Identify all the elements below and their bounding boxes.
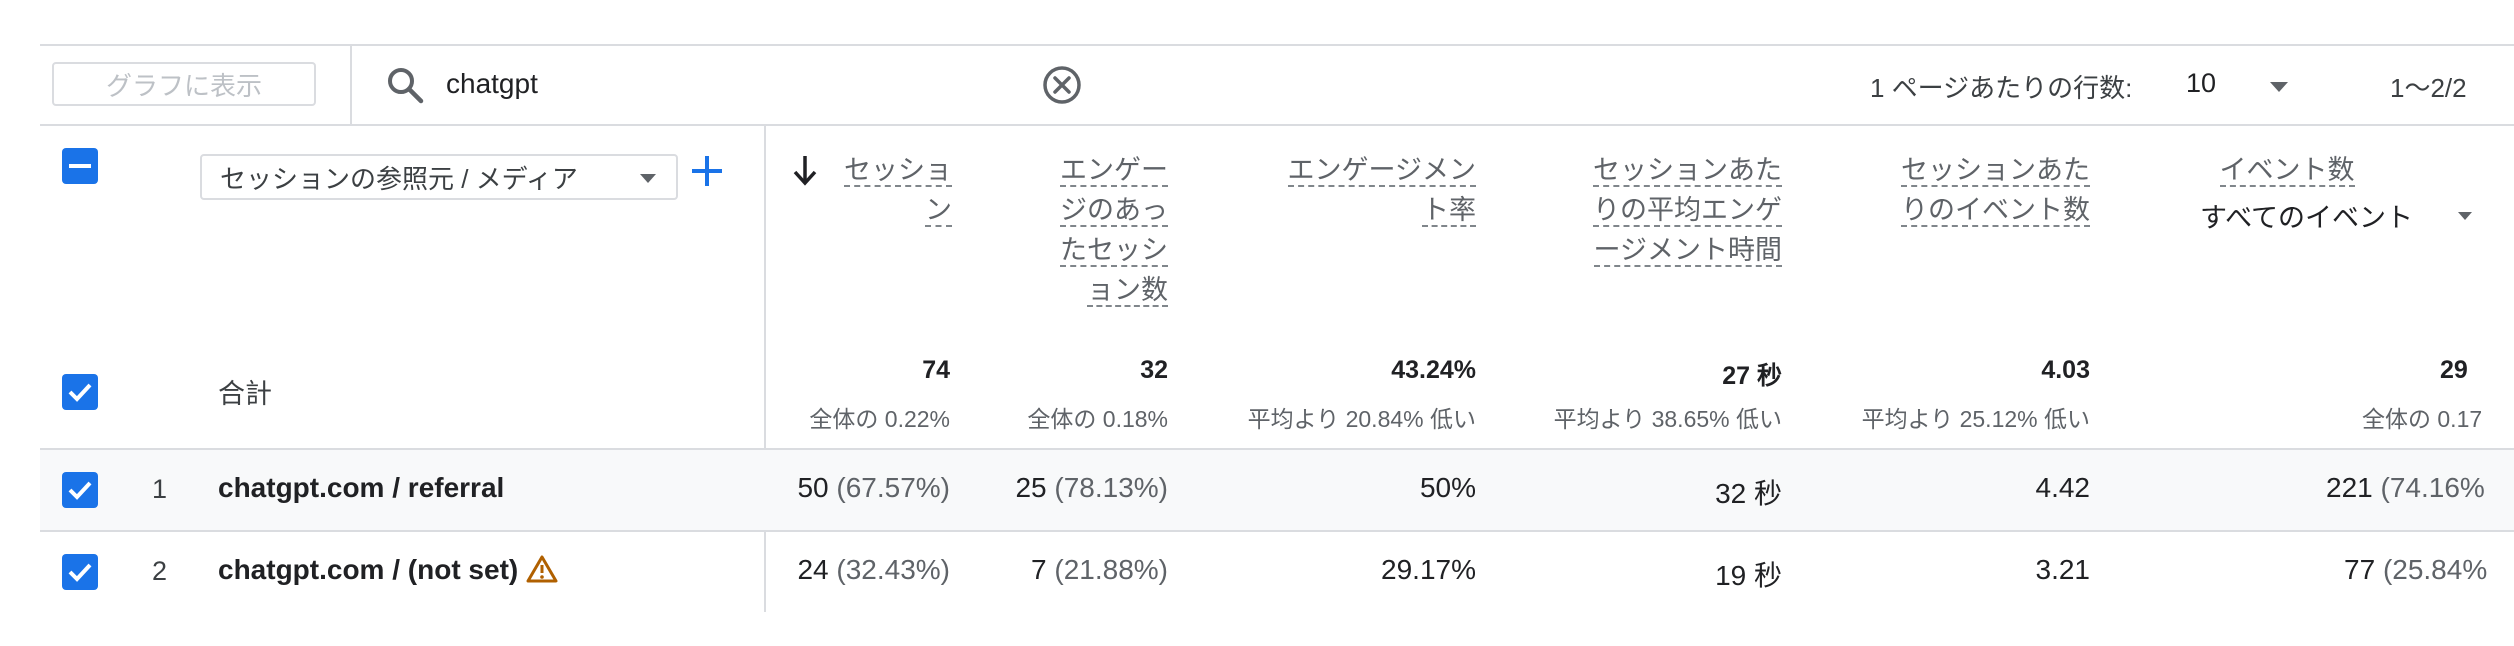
check-icon [68,563,92,582]
check-icon [68,383,92,402]
column-header-avg-engagement-time[interactable]: セッションあた りの平均エンゲ ージメント時間 [1593,155,1782,267]
header-divider [40,448,2514,450]
select-all-checkbox[interactable] [62,148,98,184]
toolbar-separator [350,46,352,124]
total-sessions: 74 [922,356,950,384]
row-2-events-per-session: 3.21 [2035,554,2091,585]
row-1-event-count: 221 (74.16% [2326,472,2485,503]
row-1-sessions: 50 (67.57%) [797,472,950,503]
row-2-sessions: 24 (32.43%) [797,554,950,585]
row-dimension-link[interactable]: chatgpt.com / referral [218,472,505,503]
search-input[interactable]: chatgpt [446,68,538,99]
chevron-down-icon [2270,82,2288,92]
clear-search-icon[interactable] [1041,64,1083,111]
totals-checkbox[interactable] [62,374,98,410]
total-avg-engagement-time-sub: 平均より 38.65% 低い [1553,406,1782,432]
total-events-per-session-sub: 平均より 25.12% 低い [1861,406,2090,432]
row-divider [40,530,2514,532]
total-sessions-sub: 全体の 0.22% [809,406,950,432]
total-avg-engagement-time: 27 秒 [1722,362,1782,390]
row-1-avg-engagement-time: 32 秒 [1715,478,1782,509]
column-header-engaged-sessions[interactable]: エンゲー ジのあっ たセッシ ョン数 [1060,155,1168,307]
dimension-column-divider [764,126,766,612]
total-engagement-rate: 43.24% [1391,356,1476,384]
totals-label: 合計 [218,379,272,409]
dimension-select-label: セッションの参照元 / メディア [220,163,578,194]
search-icon [384,64,426,111]
row-2-checkbox[interactable] [62,554,98,590]
row-2-event-count: 77 (25.84% [2344,554,2488,585]
show-on-chart-button[interactable]: グラフに表示 [52,62,316,106]
total-events-per-session: 4.03 [2041,356,2090,384]
row-dimension-link[interactable]: chatgpt.com / (not set) [218,554,519,585]
dimension-select[interactable]: セッションの参照元 / メディア [200,154,678,200]
sort-descending-icon[interactable] [792,154,818,191]
total-engagement-rate-sub: 平均より 20.84% 低い [1247,406,1476,432]
row-1-engagement-rate: 50% [1419,472,1476,503]
event-filter-select[interactable]: すべてのイベント [2200,196,2476,233]
rows-per-page-select[interactable]: 10 [2180,60,2300,110]
event-filter-label: すべてのイベント [2200,203,2414,233]
row-1-engaged-sessions: 25 (78.13%) [1015,472,1168,503]
add-dimension-icon[interactable] [692,156,722,186]
column-header-event-count[interactable]: イベント数 [2219,155,2355,187]
row-2-engagement-rate: 29.17% [1381,554,1476,585]
total-engaged-sessions-sub: 全体の 0.18% [1027,406,1168,432]
row-1-checkbox[interactable] [62,472,98,508]
row-2-engaged-sessions: 7 (21.88%) [1031,554,1168,585]
column-header-events-per-session[interactable]: セッションあた りのイベント数 [1901,155,2090,227]
total-event-count: 29 [2440,356,2468,384]
minus-icon [69,164,91,168]
total-engaged-sessions: 32 [1140,356,1168,384]
rows-per-page-value: 10 [2186,68,2217,98]
check-icon [68,481,92,500]
table-row-highlight [40,450,2514,530]
warning-icon[interactable] [526,554,558,589]
chevron-down-icon [2458,212,2472,220]
column-header-engagement-rate[interactable]: エンゲージメン ト率 [1287,155,1476,227]
row-number: 2 [152,556,168,586]
rows-per-page-label: 1 ページあたりの行数: [1870,73,2133,103]
row-number: 1 [152,474,168,504]
toolbar-divider [40,124,2514,126]
total-event-count-sub: 全体の 0.17 [2362,406,2483,432]
top-border [40,44,2514,46]
pagination-range: 1〜2/2 [2390,73,2467,103]
column-header-sessions[interactable]: セッショ ン [844,155,952,227]
row-2-avg-engagement-time: 19 秒 [1715,560,1782,591]
row-1-events-per-session: 4.42 [2035,472,2091,503]
chevron-down-icon [640,174,656,183]
